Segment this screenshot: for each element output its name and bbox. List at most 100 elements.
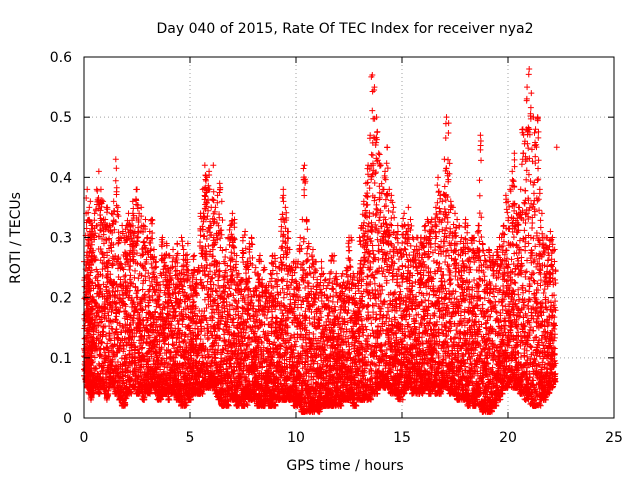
data-point: [102, 265, 109, 272]
data-point: [91, 232, 98, 239]
data-point: [204, 213, 211, 220]
data-point: [280, 198, 287, 205]
data-point: [104, 204, 111, 211]
data-point: [86, 218, 93, 225]
data-point: [95, 309, 102, 316]
data-point: [87, 321, 94, 328]
data-point: [95, 293, 102, 300]
data-point: [273, 270, 280, 277]
data-point: [88, 359, 95, 366]
data-point: [112, 156, 119, 163]
data-point: [265, 321, 272, 328]
data-point: [248, 234, 255, 241]
data-point: [205, 242, 212, 249]
data-point: [99, 367, 106, 374]
data-point: [144, 234, 151, 241]
data-point: [176, 339, 183, 346]
data-point: [95, 168, 102, 175]
data-point: [229, 319, 236, 326]
data-point: [113, 165, 120, 172]
data-point: [85, 309, 92, 316]
data-point: [115, 240, 122, 247]
data-point: [95, 389, 102, 396]
data-point: [213, 288, 220, 295]
data-point: [100, 378, 107, 385]
data-point: [112, 177, 119, 184]
data-point: [210, 162, 217, 169]
data-point: [104, 260, 111, 267]
data-point: [106, 332, 113, 339]
data-point: [85, 282, 92, 289]
data-point: [89, 279, 96, 286]
data-point: [97, 226, 104, 233]
data-point: [278, 277, 285, 284]
data-point: [106, 257, 113, 264]
data-point: [97, 245, 104, 252]
data-point: [113, 313, 120, 320]
data-point: [206, 168, 213, 175]
data-point: [113, 191, 120, 198]
data-point: [90, 306, 97, 313]
data-point: [86, 272, 93, 279]
data-point: [106, 330, 113, 337]
data-point: [260, 267, 267, 274]
data-point: [229, 210, 236, 217]
data-point: [91, 217, 98, 224]
data-point: [100, 329, 107, 336]
data-point: [89, 315, 96, 322]
data-point: [99, 333, 106, 340]
data-point: [102, 305, 109, 312]
data-point: [96, 346, 103, 353]
data-point: [97, 186, 104, 193]
data-point: [93, 374, 100, 381]
data-point: [170, 246, 177, 253]
data-point: [204, 325, 211, 332]
data-point: [103, 295, 110, 302]
data-point: [100, 231, 107, 238]
data-point: [105, 347, 112, 354]
data-point: [204, 336, 211, 343]
data-point: [197, 239, 204, 246]
data-point: [121, 273, 128, 280]
data-point: [93, 300, 100, 307]
data-point: [84, 300, 91, 307]
data-point: [107, 276, 114, 283]
data-point: [284, 271, 291, 278]
data-point: [201, 162, 208, 169]
data-point: [141, 238, 148, 245]
data-point: [93, 222, 100, 229]
data-point: [222, 253, 229, 260]
data-point: [99, 339, 106, 346]
data-point: [107, 271, 114, 278]
data-point: [88, 334, 95, 341]
data-point: [95, 313, 102, 320]
data-point: [126, 266, 133, 273]
data-point: [178, 234, 185, 241]
data-point: [280, 294, 287, 301]
data-point: [92, 256, 99, 263]
data-point: [104, 252, 111, 259]
data-point: [95, 322, 102, 329]
data-point: [103, 344, 110, 351]
data-point: [100, 240, 107, 247]
data-point: [90, 247, 97, 254]
data-point: [87, 395, 94, 402]
data-point: [97, 286, 104, 293]
data-point: [99, 266, 106, 273]
data-point: [184, 266, 191, 273]
data-point: [94, 268, 101, 275]
data-point: [91, 210, 98, 217]
data-point: [277, 254, 284, 261]
data-point: [115, 213, 122, 220]
data-point: [101, 254, 108, 261]
data-point: [282, 204, 289, 211]
data-point: [110, 198, 117, 205]
data-point: [97, 319, 104, 326]
data-point: [99, 251, 106, 258]
data-point: [90, 364, 97, 371]
data-point: [109, 261, 116, 268]
data-point: [103, 284, 110, 291]
data-point: [102, 216, 109, 223]
data-point: [219, 299, 226, 306]
